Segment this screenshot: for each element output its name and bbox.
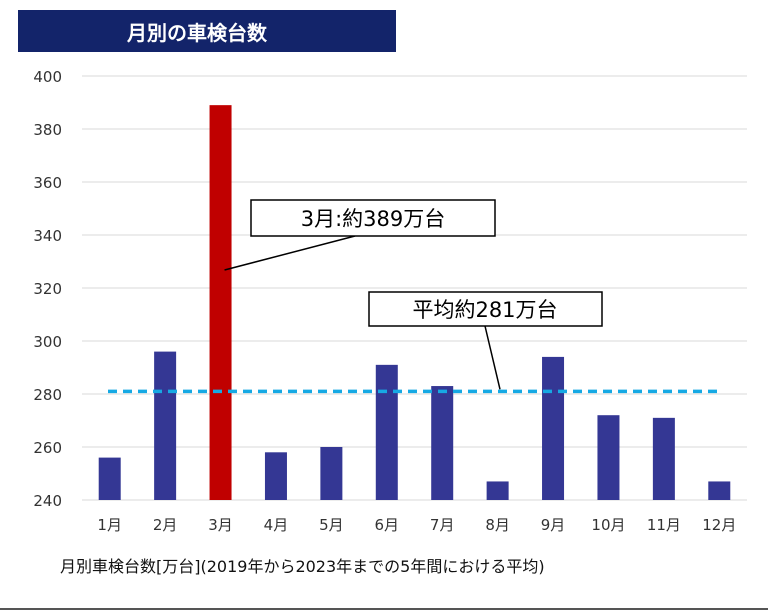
bar	[98, 457, 121, 500]
y-tick-label: 360	[33, 174, 62, 192]
bottom-divider	[0, 608, 768, 610]
y-tick-label: 340	[33, 227, 62, 245]
bar	[542, 356, 565, 500]
bar	[209, 105, 232, 501]
y-tick-label: 400	[33, 68, 62, 86]
y-tick-label: 380	[33, 121, 62, 139]
x-tick-label: 9月	[541, 516, 566, 534]
x-tick-label: 6月	[375, 516, 400, 534]
average-callout-box	[368, 291, 603, 327]
chart-title: 月別の車検台数	[18, 10, 396, 52]
x-tick-label: 4月	[264, 516, 289, 534]
x-tick-label: 7月	[430, 516, 455, 534]
bar	[431, 386, 454, 500]
bar	[320, 447, 343, 500]
y-tick-label: 320	[33, 280, 62, 298]
average-leader-line	[484, 325, 501, 390]
x-tick-label: 10月	[591, 516, 625, 534]
x-tick-label: 11月	[647, 516, 681, 534]
bar	[652, 417, 675, 500]
average-callout-label: 平均約281万台	[412, 298, 557, 322]
peak-callout-box	[250, 199, 496, 237]
x-tick-label: 8月	[485, 516, 510, 534]
x-tick-label: 2月	[153, 516, 178, 534]
bar	[154, 351, 177, 500]
chart-title-text: 月別の車検台数	[127, 20, 267, 45]
x-tick-label: 5月	[319, 516, 344, 534]
y-tick-label: 300	[33, 333, 62, 351]
bar	[597, 415, 620, 500]
y-tick-label: 260	[33, 439, 62, 457]
bar	[708, 481, 731, 500]
y-tick-label: 280	[33, 386, 62, 404]
y-tick-label: 240	[33, 492, 62, 510]
peak-leader-line	[224, 235, 356, 271]
x-tick-label: 1月	[97, 516, 122, 534]
peak-callout-label: 3月:約389万台	[301, 207, 446, 231]
x-tick-label: 12月	[702, 516, 736, 534]
bar	[486, 481, 509, 500]
x-tick-label: 3月	[208, 516, 233, 534]
bar	[375, 364, 398, 500]
bar	[264, 452, 287, 500]
x-axis-caption: 月別車検台数[万台](2019年から2023年までの5年間における平均)	[60, 557, 545, 576]
